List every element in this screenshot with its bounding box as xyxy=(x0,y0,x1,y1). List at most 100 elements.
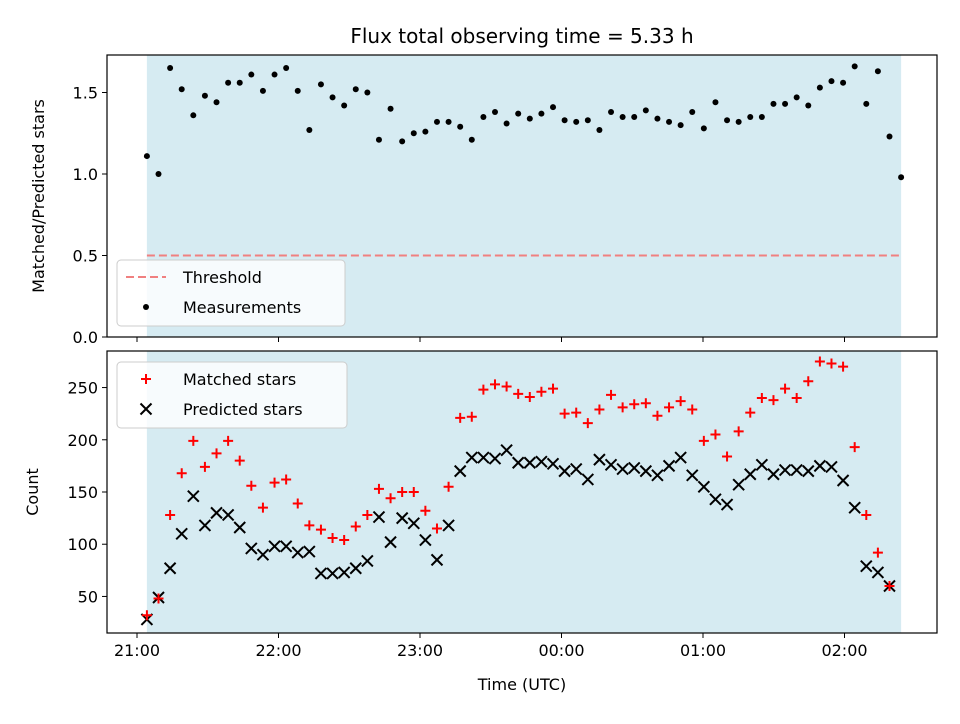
predicted-star-point xyxy=(535,455,548,468)
matched-star-point xyxy=(513,388,524,399)
predicted-star-point xyxy=(755,458,769,472)
measurement-point xyxy=(364,89,371,96)
predicted-star-point xyxy=(581,473,595,486)
legend-matched-label: Matched stars xyxy=(183,370,296,389)
measurement-point xyxy=(480,113,487,120)
matched-star-point xyxy=(141,610,152,621)
predicted-star-point xyxy=(198,519,212,532)
matched-star-point xyxy=(397,487,408,497)
matched-star-point xyxy=(884,581,895,591)
measurement-point xyxy=(306,126,313,133)
matched-star-point xyxy=(385,493,396,504)
measurement-point xyxy=(201,92,208,99)
matched-star-point xyxy=(791,393,802,403)
predicted-star-point xyxy=(825,460,838,474)
matched-star-point xyxy=(780,383,791,394)
matched-star-point xyxy=(617,402,628,413)
top-y-tick-label: 1.5 xyxy=(73,83,98,102)
predicted-star-point xyxy=(221,508,235,522)
matched-star-point xyxy=(327,532,338,543)
predicted-star-point xyxy=(349,562,362,575)
measurement-point xyxy=(457,123,464,130)
measurement-point xyxy=(167,65,174,72)
bottom-y-axis-label: Count xyxy=(23,468,42,516)
predicted-star-point xyxy=(303,545,316,558)
predicted-star-point xyxy=(187,489,200,503)
matched-star-point xyxy=(675,396,686,407)
matched-star-point xyxy=(292,498,303,509)
predicted-star-point xyxy=(268,540,281,553)
predicted-star-point xyxy=(860,559,873,573)
measurement-point xyxy=(283,65,290,72)
matched-star-point xyxy=(246,480,257,491)
measurement-point xyxy=(236,79,243,86)
measurement-point xyxy=(538,110,545,117)
matched-star-point xyxy=(803,376,814,387)
matched-star-point xyxy=(489,379,500,390)
predicted-star-point xyxy=(233,521,246,534)
measurement-point xyxy=(619,113,626,120)
matched-star-point xyxy=(652,410,663,421)
predicted-star-point xyxy=(639,464,653,478)
matched-star-point xyxy=(872,547,883,558)
matched-star-point xyxy=(420,505,431,516)
measurement-point xyxy=(828,78,835,85)
legend-predicted-swatch xyxy=(139,402,153,416)
predicted-star-point xyxy=(674,451,687,464)
measurement-point xyxy=(642,107,649,114)
measurement-point xyxy=(573,118,580,125)
matched-star-point xyxy=(153,593,164,604)
predicted-star-point xyxy=(256,548,270,561)
legend-measurements-swatch xyxy=(143,304,149,310)
predicted-star-point xyxy=(570,462,583,476)
matched-star-point xyxy=(571,407,582,418)
matched-star-point xyxy=(269,477,280,488)
measurement-point xyxy=(248,71,255,78)
measurement-point xyxy=(341,102,348,109)
matched-star-point xyxy=(281,474,292,485)
predicted-star-point xyxy=(744,468,757,481)
matched-star-point xyxy=(640,398,651,409)
predicted-star-point xyxy=(210,506,223,520)
matched-star-point xyxy=(443,481,454,492)
legend-threshold-label: Threshold xyxy=(182,268,262,287)
measurement-point xyxy=(294,87,301,94)
matched-star-point xyxy=(339,535,350,546)
measurement-point xyxy=(352,86,359,93)
predicted-star-point xyxy=(686,469,699,482)
predicted-star-point xyxy=(790,463,803,477)
predicted-star-point xyxy=(651,469,664,482)
matched-star-point xyxy=(176,468,187,479)
x-axis-label: Time (UTC) xyxy=(477,675,566,694)
matched-star-point xyxy=(431,523,442,534)
predicted-star-point xyxy=(732,478,745,491)
matched-star-point xyxy=(548,383,559,394)
matched-star-point xyxy=(559,408,570,419)
matched-star-point xyxy=(362,509,373,520)
predicted-star-point xyxy=(163,562,177,575)
top-legend-box xyxy=(116,259,346,327)
bottom-y-tick-label: 200 xyxy=(67,431,98,450)
predicted-star-point xyxy=(395,511,409,525)
measurement-point xyxy=(155,170,162,177)
x-tick-label: 23:00 xyxy=(397,641,443,660)
bottom-legend-box xyxy=(116,361,348,429)
measurement-point xyxy=(317,81,324,88)
predicted-star-point xyxy=(291,546,304,559)
measurement-point xyxy=(608,109,615,116)
matched-star-point xyxy=(466,411,477,422)
measurement-point xyxy=(550,104,557,111)
x-tick-label: 02:00 xyxy=(821,641,867,660)
predicted-star-point xyxy=(337,566,351,579)
measurement-point xyxy=(387,105,394,112)
matched-star-point xyxy=(826,358,837,369)
matched-star-point xyxy=(664,402,675,413)
matched-star-point xyxy=(501,381,512,392)
measurement-point xyxy=(445,118,452,125)
matched-star-point xyxy=(768,395,779,406)
measurement-point xyxy=(805,102,812,109)
predicted-star-point xyxy=(813,459,827,473)
predicted-star-point xyxy=(778,463,792,477)
measurement-point xyxy=(271,71,278,78)
